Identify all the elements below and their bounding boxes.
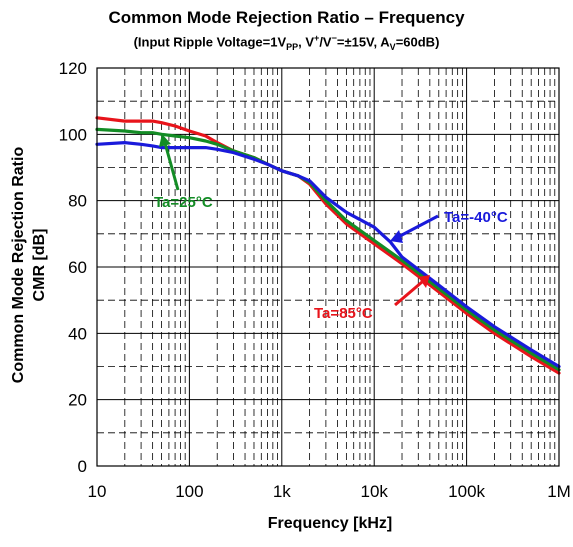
y-tick-label: 20 bbox=[68, 391, 87, 410]
annotation-arrow-ta-40 bbox=[399, 214, 439, 238]
annotation-ta-40: Ta=-40°C bbox=[390, 209, 508, 243]
plot-frame bbox=[96, 67, 560, 467]
subtitle-sub: PP bbox=[286, 41, 299, 52]
y-tick-label: 100 bbox=[59, 125, 87, 144]
y-tick-label: 120 bbox=[59, 59, 87, 78]
y-tick-label: 40 bbox=[68, 324, 87, 343]
arrowhead-icon bbox=[390, 230, 403, 243]
annotation-label-ta25: Ta=25°C bbox=[154, 194, 213, 211]
major-grid bbox=[96, 67, 560, 467]
subtitle-sub: V bbox=[389, 41, 396, 52]
annotation-arrow-ta25 bbox=[163, 142, 180, 191]
series-layer bbox=[95, 116, 561, 375]
series-line-ta-85-c bbox=[95, 116, 561, 375]
subtitle-part: =±15V, A bbox=[336, 34, 390, 50]
x-tick-label: 100 bbox=[175, 482, 203, 501]
annotation-arrow-ta85 bbox=[394, 280, 423, 307]
x-tick-label: 10k bbox=[360, 482, 388, 501]
y-axis-label-line1: Common Mode Rejection Ratio bbox=[10, 147, 27, 384]
annotation-ta25: Ta=25°C bbox=[154, 134, 213, 211]
subtitle-part: , V bbox=[298, 34, 315, 50]
y-tick-label: 0 bbox=[78, 457, 87, 476]
y-tick-label: 60 bbox=[68, 258, 87, 277]
x-tick-label: 1M bbox=[547, 482, 571, 501]
subtitle-sup: + bbox=[314, 33, 320, 43]
x-axis-label: Frequency [kHz] bbox=[268, 515, 392, 532]
y-tick-labels: 0 20 40 60 80 100 120 bbox=[59, 59, 87, 476]
arrowhead-icon bbox=[418, 275, 430, 288]
annotation-ta85: Ta=85°C bbox=[314, 275, 430, 322]
series-line-ta-40-c bbox=[95, 141, 561, 369]
subtitle-part: /V bbox=[319, 34, 332, 50]
chart-title: Common Mode Rejection Ratio – Frequency bbox=[108, 8, 465, 27]
annotation-label-ta-40: Ta=-40°C bbox=[444, 209, 508, 226]
subtitle-part: (Input Ripple Voltage=1V bbox=[133, 34, 287, 50]
chart-subtitle: (Input Ripple Voltage=1VPP, V+/V−=±15V, … bbox=[0, 33, 573, 52]
subtitle-part: =60dB) bbox=[395, 34, 440, 50]
x-tick-label: 100k bbox=[448, 482, 485, 501]
subtitle-sup: − bbox=[331, 33, 337, 43]
x-tick-labels: 10 100 1k 10k 100k 1M bbox=[88, 482, 571, 501]
y-tick-label: 80 bbox=[68, 192, 87, 211]
x-tick-label: 1k bbox=[273, 482, 291, 501]
y-axis-label-line2: CMR [dB] bbox=[31, 229, 48, 302]
arrowhead-icon bbox=[159, 134, 171, 147]
x-tick-label: 10 bbox=[88, 482, 107, 501]
annotation-label-ta85: Ta=85°C bbox=[314, 305, 373, 322]
